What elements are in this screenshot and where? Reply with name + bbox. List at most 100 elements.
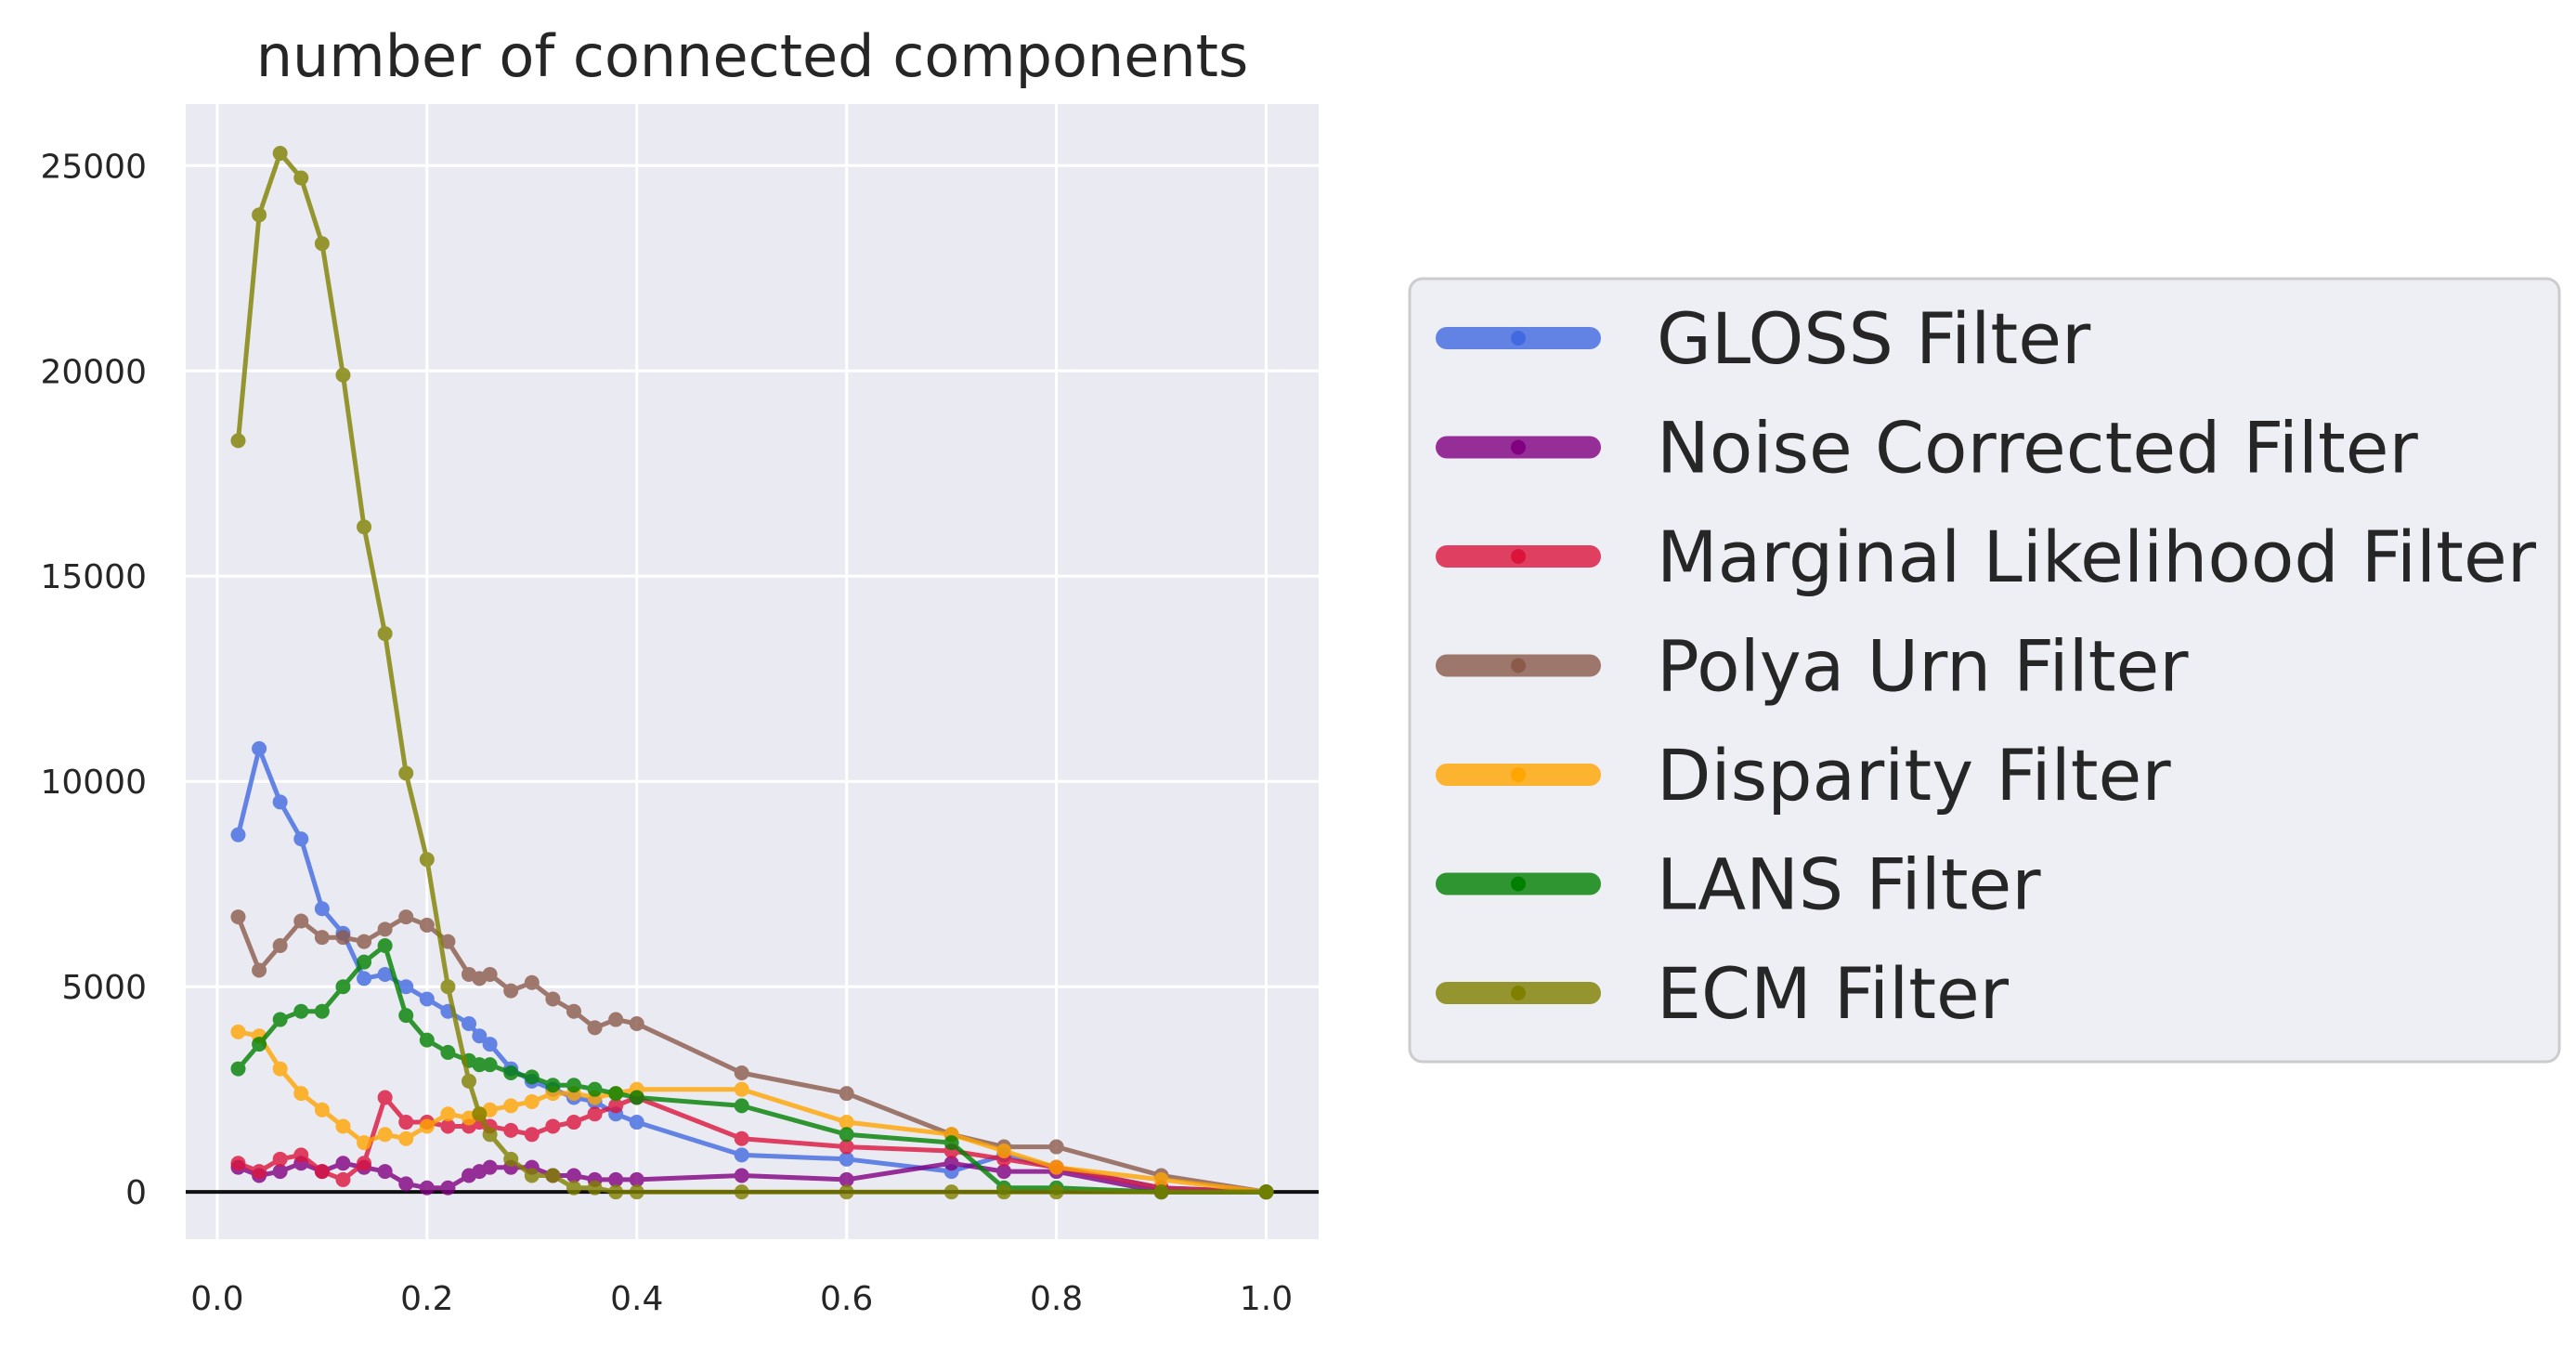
x-tick-label: 0.8 [1030,1280,1083,1318]
legend-marker [1511,331,1526,346]
data-point [1048,1159,1064,1175]
data-point [503,983,519,999]
data-point [943,1156,959,1171]
legend-item-noise-corrected-filter[interactable]: Noise Corrected Filter [1436,407,2419,490]
data-point [440,1044,456,1060]
data-point [293,1147,309,1163]
data-point [943,1184,959,1200]
data-point [314,901,330,917]
data-point [252,740,267,756]
legend-marker [1511,876,1526,892]
legend-item-polya-urn-filter[interactable]: Polya Urn Filter [1436,625,2189,708]
x-tick-label: 1.0 [1240,1280,1293,1318]
data-point [839,1115,854,1130]
grid [186,104,1319,1239]
data-point [545,1168,561,1183]
series-line [237,1095,1267,1195]
data-point [230,827,246,843]
data-point [293,913,309,929]
data-point [357,934,372,949]
data-point [357,1135,372,1151]
data-point [587,1020,603,1036]
data-point [419,852,435,868]
data-point [314,1003,330,1019]
data-point [419,1032,435,1048]
legend-box [1408,277,2561,1064]
data-point [629,1171,644,1187]
data-point [272,146,288,162]
data-point [398,909,414,925]
legend-label: LANS Filter [1657,843,2041,926]
data-point [1048,1139,1064,1155]
data-point [566,1078,581,1093]
x-tick-label: 0.0 [190,1280,243,1318]
data-point [230,1061,246,1077]
series-line [238,1029,1267,1195]
tick-labels: 0.0 0.2 0.4 0.6 0.8 1.0 0 5000 10000 15000 20000 25… [40,148,1293,1318]
series-line [236,914,1267,1195]
data-point [314,930,330,946]
data-point [839,1127,854,1143]
data-point [629,1184,644,1200]
legend[interactable]: GLOSS Filter Noise Corrected Filter Margin… [1408,277,2561,1064]
legend-item-disparity-filter[interactable]: Disparity Filter [1436,734,2171,817]
data-point [419,917,435,933]
y-tick-label: 15000 [40,558,147,596]
data-point [398,979,414,995]
data-point [272,938,288,954]
data-point [377,1127,393,1143]
data-point [398,765,414,781]
y-tick-label: 25000 [40,148,147,186]
data-point [482,1159,498,1175]
data-point [1153,1171,1169,1187]
data-point [839,1151,854,1167]
legend-item-ecm-filter[interactable]: ECM Filter [1436,952,2010,1035]
data-point [503,1065,519,1081]
series-noise-corrected-filter [230,1156,1274,1200]
data-point [314,236,330,252]
data-point [357,1156,372,1171]
legend-marker [1511,658,1526,673]
data-point [839,1139,854,1155]
data-point [734,1081,749,1097]
data-point [472,1028,488,1044]
data-point [293,170,309,186]
data-point [587,1106,603,1122]
data-point [608,1184,624,1200]
data-point [462,1015,476,1031]
data-point [629,1015,644,1031]
data-point [524,1069,540,1085]
data-point [377,1164,393,1180]
x-tick-label: 0.6 [820,1280,873,1318]
series-line [236,150,1267,1195]
data-point [314,1164,330,1180]
data-point [293,831,309,847]
data-point [314,1102,330,1117]
data-point [440,1118,456,1134]
data-point [377,1090,393,1105]
legend-label: GLOSS Filter [1657,297,2091,380]
data-point [545,1078,561,1093]
data-point [398,1115,414,1130]
data-point [377,626,393,642]
data-point [734,1184,749,1200]
data-point [1258,1184,1274,1200]
data-point [419,1118,435,1134]
data-point [272,1151,288,1167]
data-point [1153,1184,1169,1200]
data-point [272,1061,288,1077]
data-point [335,1156,351,1171]
legend-item-gloss-filter[interactable]: GLOSS Filter [1436,297,2091,380]
data-point [587,1081,603,1097]
data-point [1048,1184,1064,1200]
legend-marker [1511,439,1526,455]
data-point [996,1143,1012,1158]
legend-item-lans-filter[interactable]: LANS Filter [1436,843,2041,926]
data-point [996,1184,1012,1200]
data-point [377,921,393,937]
legend-item-marginal-likelihood-filter[interactable]: Marginal Likelihood Filter [1436,516,2537,598]
data-point [734,1130,749,1146]
data-point [462,1073,476,1089]
data-point [839,1086,854,1102]
